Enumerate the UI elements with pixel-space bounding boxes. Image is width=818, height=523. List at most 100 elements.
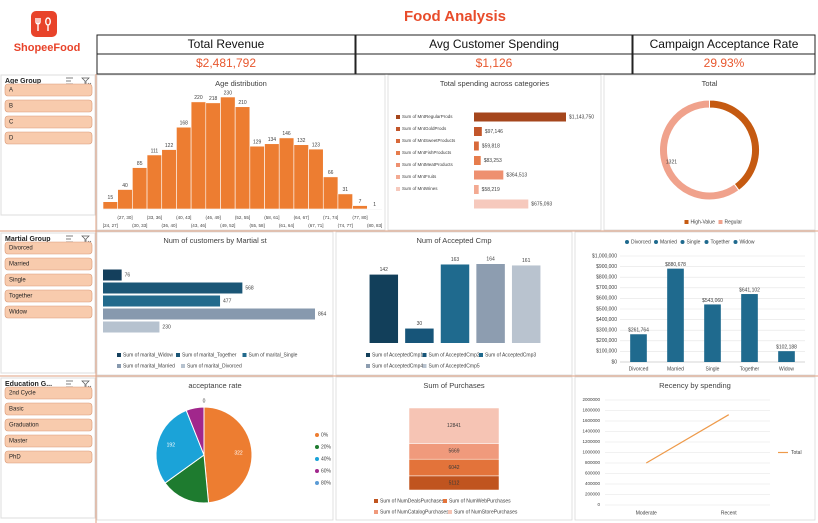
slicer-item[interactable]	[4, 289, 93, 303]
data-label: 322	[234, 451, 243, 457]
bar	[117, 189, 133, 210]
data-label: $641,102	[739, 287, 760, 293]
slicer-item[interactable]	[4, 83, 93, 97]
legend-label: Sum of marital_Married	[123, 363, 175, 369]
pie-slice	[164, 454, 210, 504]
data-label: 15	[108, 195, 114, 201]
legend-swatch	[366, 353, 370, 357]
slicer-item[interactable]	[4, 99, 93, 113]
data-label: $59,818	[482, 143, 500, 149]
slicer-item-label: Master	[9, 439, 27, 445]
bar	[474, 170, 504, 180]
legend-label: Sum of NumCatalogPurchases	[380, 509, 449, 515]
legend-swatch	[718, 220, 723, 224]
y-tick-label: 1800000	[582, 408, 600, 413]
bar	[161, 149, 177, 210]
slicer-item[interactable]	[4, 305, 93, 319]
slicer	[0, 232, 96, 374]
data-label: $1,143,750	[569, 114, 594, 120]
legend-swatch	[117, 353, 121, 357]
bar	[293, 144, 309, 210]
logo-icon	[31, 11, 57, 37]
y-tick-label: $300,000	[596, 328, 617, 334]
slicer-item[interactable]	[4, 450, 93, 464]
slicer-item-label: Married	[9, 262, 29, 268]
bar	[190, 101, 207, 210]
slicer-item[interactable]	[4, 434, 93, 448]
y-tick-label: $400,000	[596, 317, 617, 323]
bar	[103, 282, 243, 294]
data-label: 12841	[447, 423, 461, 429]
x-tick-label: (30, 33]	[132, 223, 147, 228]
data-label: 218	[209, 96, 218, 102]
slicer-item[interactable]	[4, 241, 93, 255]
slicer-item[interactable]	[4, 257, 93, 271]
bar	[103, 295, 221, 307]
y-tick-label: $800,000	[596, 275, 617, 281]
x-tick-label: Recent	[721, 510, 737, 516]
bar	[132, 167, 148, 210]
legend-label: Single	[687, 239, 701, 245]
slicer-item-label: PhD	[9, 455, 21, 461]
legend-label: Sum of MntSweetProducts	[402, 138, 456, 143]
data-label: 85	[137, 161, 143, 167]
legend-label: Sum of AcceptedCmp5	[429, 363, 480, 369]
slicer-item-label: B	[9, 104, 13, 110]
bar	[103, 321, 160, 333]
legend-label: Sum of AcceptedCmp3	[485, 352, 536, 358]
legend-label: Sum of AcceptedCmp2	[429, 352, 480, 358]
legend-dot	[654, 240, 658, 244]
legend-swatch	[448, 510, 452, 514]
legend-label: Sum of AcceptedCmp1	[372, 352, 423, 358]
donut-slice	[659, 99, 740, 201]
legend-label: 0%	[321, 432, 329, 438]
x-tick-label: (46, 49]	[205, 215, 220, 220]
legend-label: Sum of MntWines	[402, 186, 438, 191]
slicer-item[interactable]	[4, 131, 93, 145]
slicer-item[interactable]	[4, 115, 93, 129]
legend-label: 80%	[321, 480, 332, 486]
bar	[474, 141, 479, 151]
slicer-item-label: Single	[9, 278, 26, 284]
data-label: 146	[282, 131, 291, 137]
legend-swatch	[396, 151, 400, 155]
slicer-item[interactable]	[4, 418, 93, 432]
legend-label: Married	[660, 239, 677, 245]
slicer-item[interactable]	[4, 273, 93, 287]
legend-dot	[625, 240, 629, 244]
kpi-label: Total Revenue	[188, 37, 265, 51]
legend-label: Widow	[740, 239, 755, 245]
legend-label: 20%	[321, 444, 332, 450]
x-tick-label: Divorced	[629, 366, 649, 372]
line-series	[645, 414, 730, 464]
data-label: 477	[223, 298, 232, 304]
legend-swatch	[366, 364, 370, 368]
legend-label: Divorced	[631, 239, 651, 245]
bar	[405, 328, 434, 343]
data-label: $543,060	[702, 298, 723, 304]
slicer-item-label: C	[9, 120, 14, 126]
legend-label: Regular	[725, 219, 743, 225]
bar	[630, 334, 647, 362]
x-tick-label: (36, 40]	[161, 223, 176, 228]
kpi-value: $2,481,792	[196, 56, 256, 70]
bar	[103, 269, 122, 281]
data-label: $261,764	[628, 328, 649, 334]
slicer-item-label: Basic	[9, 407, 24, 413]
x-tick-label: (40, 43]	[176, 215, 191, 220]
y-tick-label: $900,000	[596, 264, 617, 270]
kpi-label: Avg Customer Spending	[429, 37, 559, 51]
legend-swatch	[117, 364, 121, 368]
bar	[474, 112, 566, 122]
slicer-item[interactable]	[4, 402, 93, 416]
chart-title: Total	[702, 79, 718, 88]
legend-swatch	[479, 353, 483, 357]
x-tick-label: (43, 46]	[191, 223, 206, 228]
slicer	[0, 74, 96, 216]
bar	[474, 185, 479, 194]
data-label: 161	[522, 258, 531, 264]
x-tick-label: (52, 55]	[235, 215, 250, 220]
x-tick-label: (61, 64]	[279, 223, 294, 228]
chart-title: Age distribution	[215, 79, 267, 88]
slicer-item[interactable]	[4, 386, 93, 400]
